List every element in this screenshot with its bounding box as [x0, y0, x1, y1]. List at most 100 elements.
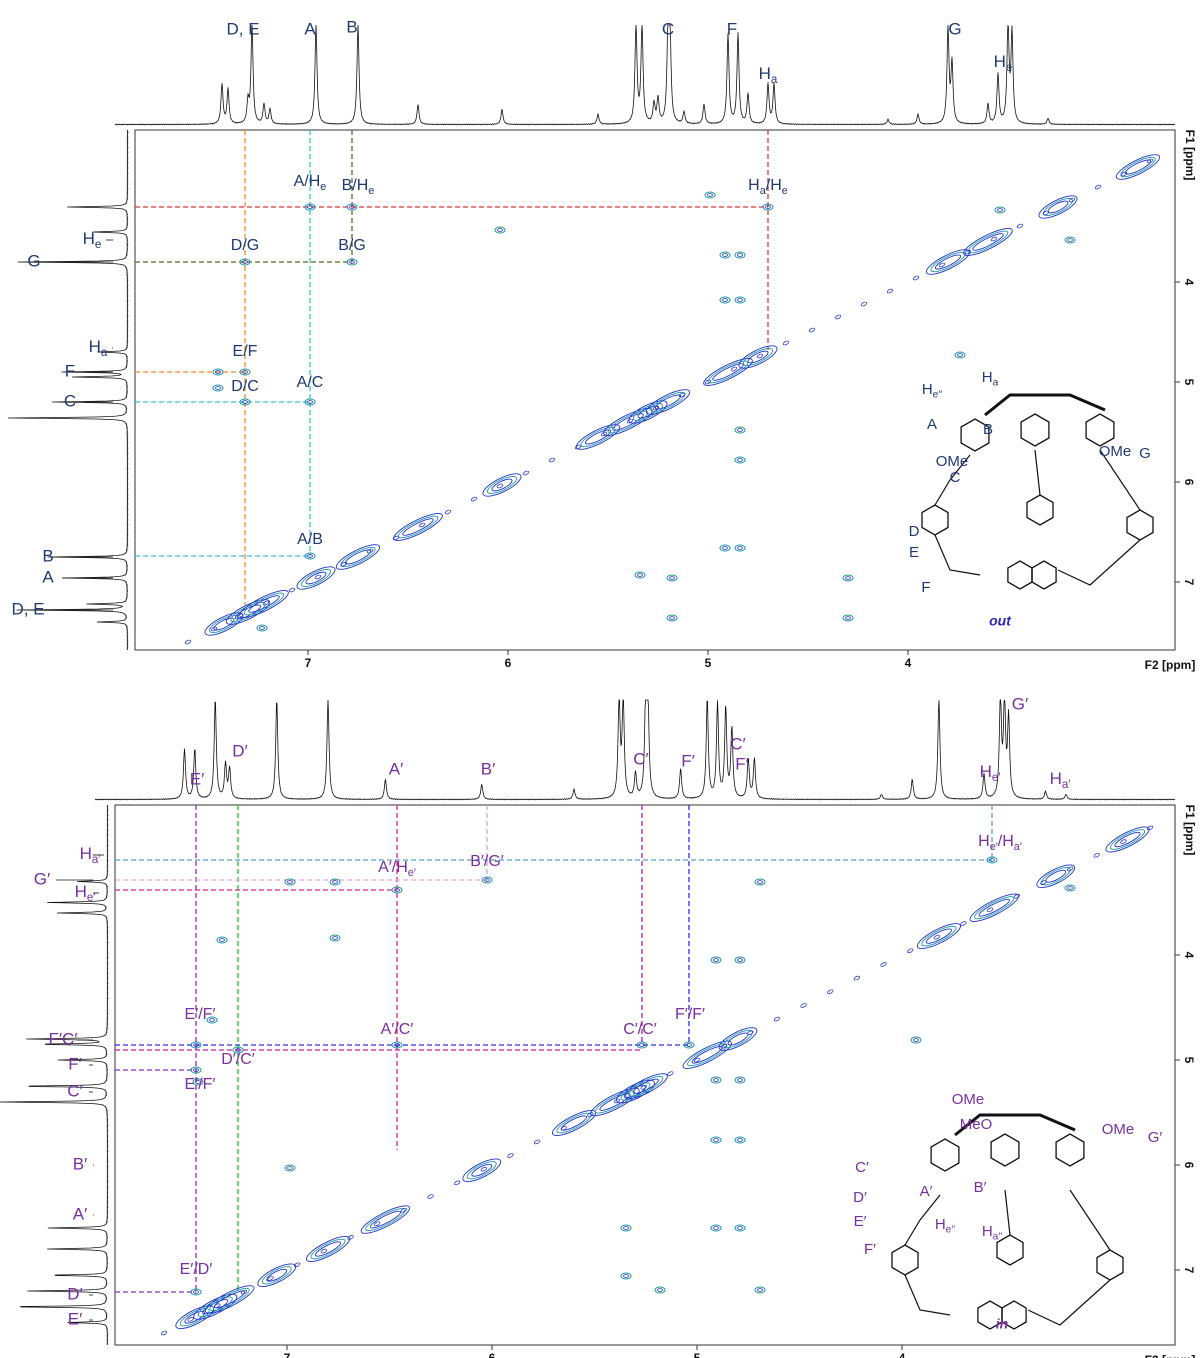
diagonal-contour — [393, 513, 443, 541]
diagonal-contour — [628, 1075, 664, 1097]
y-tick-label: 5 — [1182, 379, 1196, 386]
diagonal-contour — [366, 548, 374, 554]
cross-peak — [287, 1166, 293, 1170]
diagonal-contour — [1047, 200, 1069, 214]
cross-peak — [737, 253, 743, 257]
cross-peak — [657, 1288, 663, 1292]
label-part: H — [922, 381, 933, 398]
diagonal-contour — [747, 1030, 754, 1036]
y-axis-label: F1 [ppm] — [1183, 130, 1197, 181]
diagonal-contour — [963, 228, 1013, 256]
subscript: e′ — [990, 841, 998, 853]
diagonal-contour — [369, 1210, 402, 1229]
cross-peak — [754, 1286, 766, 1294]
diagonal-contour — [640, 1084, 647, 1090]
diagonal-contour — [248, 595, 280, 613]
molecule-ring — [1001, 1300, 1027, 1330]
cross-peak — [734, 1076, 746, 1084]
molecule-ring — [1007, 560, 1033, 590]
diagonal-contour — [347, 1235, 354, 1240]
diagonal-contour — [184, 639, 192, 645]
cross-peak — [734, 544, 746, 552]
peak-label: C′ — [730, 734, 745, 753]
diagonal-contour — [1146, 158, 1154, 164]
diagonal-contour — [234, 604, 262, 620]
x-tick-label: 4 — [899, 1351, 906, 1358]
cross-peak — [346, 203, 358, 211]
cross-peak-label: B/He — [342, 177, 375, 196]
molecule-ring — [1126, 509, 1154, 541]
diagonal-contour — [1040, 867, 1071, 886]
molecule-bridge — [984, 393, 1106, 417]
cross-peak-label: A′/C′ — [381, 1021, 414, 1038]
peak-label: C — [64, 391, 76, 410]
diagonal-contour — [239, 590, 289, 618]
molecule-ring — [1096, 1249, 1124, 1281]
peak-label: G′ — [34, 869, 50, 888]
diagonal-contour — [507, 1153, 514, 1158]
molecule-ring — [921, 504, 949, 536]
subscript: a′ — [92, 854, 101, 866]
cross-peak-label: D/G — [231, 237, 259, 254]
conformer-label: out — [989, 613, 1012, 629]
cross-peak — [707, 193, 713, 197]
diagonal-contour — [1146, 825, 1154, 831]
cross-peak — [481, 876, 493, 884]
structure-label: E′ — [854, 1213, 867, 1230]
subscript: e′′ — [933, 389, 943, 400]
molecule-bonds — [934, 449, 1141, 586]
cross-peak — [195, 1080, 201, 1084]
subscript: e — [95, 239, 101, 251]
peak-label: F′C′ — [48, 1029, 77, 1048]
cross-peak — [713, 1078, 719, 1082]
cross-peak — [734, 426, 746, 434]
diagonal-contour — [1043, 198, 1073, 216]
diagonal-contour — [633, 403, 663, 421]
peak-label: F′ — [68, 1054, 82, 1073]
diagonal-contour — [257, 1263, 297, 1288]
label-part: H — [75, 882, 87, 901]
label-part: H — [982, 1223, 993, 1240]
f2-projection — [114, 24, 1176, 126]
diagonal-contour — [1124, 159, 1152, 175]
diagonal-contour — [687, 1043, 728, 1067]
cross-peak — [304, 203, 316, 211]
diagonal-contour — [160, 1330, 168, 1336]
peak-label: F — [65, 361, 75, 380]
diagonal-contour — [628, 400, 668, 424]
y-axis-label: F1 [ppm] — [1183, 805, 1197, 856]
peak-label: He′ — [980, 762, 1001, 784]
molecule-ring — [1055, 1133, 1085, 1167]
diagonal-contour — [400, 1207, 408, 1213]
cross-peak — [737, 298, 743, 302]
cross-peak — [193, 1043, 199, 1047]
diagonal-contour — [1016, 223, 1024, 229]
cross-peak-label: B′/G′ — [470, 853, 504, 870]
cross-peak-label: B/G — [338, 237, 366, 254]
cross-peak — [734, 251, 746, 259]
structure-label: G — [1139, 445, 1151, 462]
y-tick-label: 4 — [1182, 279, 1196, 286]
structure-label: F′ — [864, 1241, 876, 1258]
subscript: e′ — [992, 772, 1001, 784]
diagonal-contour — [1120, 839, 1127, 844]
cross-peak-label: E′/F′ — [185, 1006, 216, 1023]
cross-peak — [242, 370, 248, 374]
label-part: H — [759, 64, 771, 83]
cross-peak — [232, 1046, 244, 1054]
diagonal-contour — [179, 1308, 210, 1327]
diagonal-contour — [444, 509, 452, 515]
cross-peak — [190, 1066, 202, 1074]
label-part: H — [982, 369, 993, 386]
subscript: a — [993, 377, 999, 388]
peak-label: D′ — [232, 741, 247, 760]
peak-label: F′ — [681, 751, 695, 770]
peak-label: Ha′ — [80, 844, 101, 866]
diagonal-contour — [886, 288, 894, 294]
cross-peak — [256, 624, 268, 632]
diagonal-contour — [712, 363, 744, 381]
diagonal-contour — [236, 613, 244, 619]
cross-peak — [209, 1018, 215, 1022]
f1-projection — [7, 129, 129, 651]
cross-peak — [1067, 238, 1073, 242]
